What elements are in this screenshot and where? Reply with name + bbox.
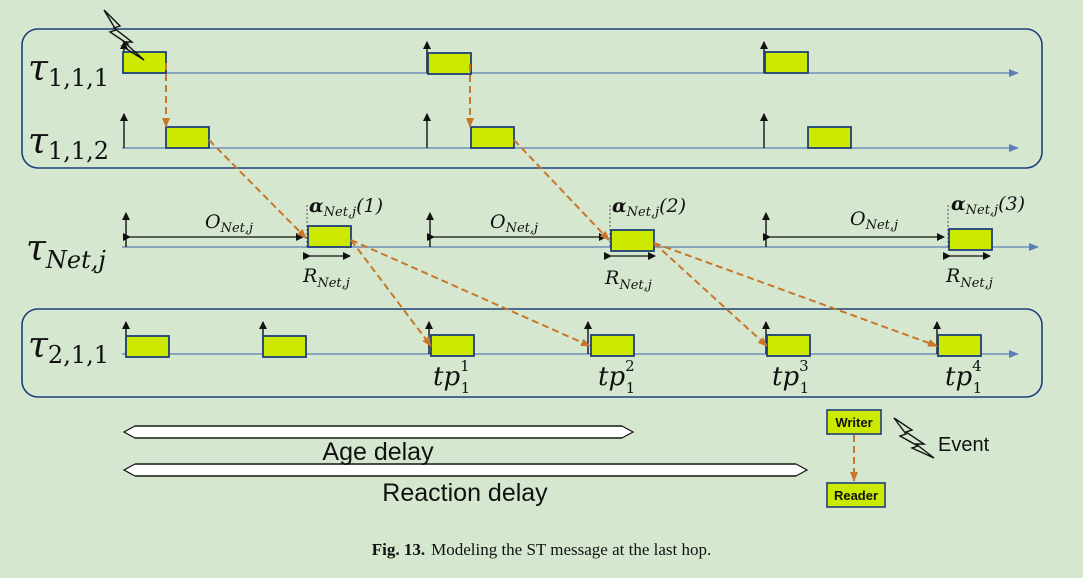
response-label: RNet,j xyxy=(302,265,350,291)
reaction-delay-arrow xyxy=(122,463,809,477)
job-box xyxy=(470,126,515,149)
job-box xyxy=(610,229,655,252)
offset-label: ONet,j xyxy=(205,211,253,236)
time-point-label: tp2 1 xyxy=(598,357,635,397)
job-box xyxy=(430,334,475,357)
legend-event-label: Event xyxy=(938,434,990,456)
lightning-icon xyxy=(103,9,145,61)
task-group-2-container xyxy=(21,308,1043,398)
job-box xyxy=(427,52,472,75)
job-box xyxy=(122,51,167,74)
task-group-1-container xyxy=(21,28,1043,169)
figure-caption: Fig. 13. Modeling the ST message at the l… xyxy=(0,540,1083,560)
dependency-arrow xyxy=(350,239,432,347)
task-label-tau-net: τNet,j xyxy=(26,228,106,274)
legend-writer-box xyxy=(826,409,882,435)
figure-number: Fig. 13. xyxy=(371,540,426,559)
age-delay-label: Age delay xyxy=(322,438,434,466)
job-box xyxy=(262,335,307,358)
reaction-delay-label: Reaction delay xyxy=(382,479,548,507)
alpha-label: αNet,j(1) xyxy=(309,195,383,220)
legend-writer-label: Writer xyxy=(835,415,872,430)
offset-label: ONet,j xyxy=(490,211,538,236)
release-arrows xyxy=(120,41,941,354)
event-lightning-icon xyxy=(893,417,935,459)
task-label-tau-112: τ1,1,2 xyxy=(28,121,109,165)
dependency-arrow xyxy=(653,242,938,347)
dependency-arrow xyxy=(513,139,610,241)
dependency-arrow xyxy=(350,239,591,347)
task-label-tau-211: τ2,1,1 xyxy=(28,325,109,369)
dependency-arrow xyxy=(653,242,768,347)
alpha-label: αNet,j(3) xyxy=(951,193,1025,218)
figure-caption-text: Modeling the ST message at the last hop. xyxy=(431,540,712,559)
job-box xyxy=(125,335,170,358)
offset-label: ONet,j xyxy=(850,208,898,233)
dependency-arrows xyxy=(162,63,938,347)
task-label-tau-111: τ1,1,1 xyxy=(28,48,109,92)
response-label: RNet,j xyxy=(604,267,652,293)
legend-reader-label: Reader xyxy=(834,488,878,503)
job-box xyxy=(948,228,993,251)
alpha-markers xyxy=(306,205,949,247)
job-box xyxy=(165,126,210,149)
job-box xyxy=(764,51,809,74)
job-box xyxy=(937,334,982,357)
time-point-label: tp1 1 xyxy=(433,357,470,397)
age-delay-arrow xyxy=(122,425,635,439)
job-boxes xyxy=(122,51,993,358)
job-box xyxy=(807,126,852,149)
alpha-label: αNet,j(2) xyxy=(612,195,686,220)
legend-reader-box xyxy=(826,482,886,508)
dependency-arrow xyxy=(208,139,307,239)
job-box xyxy=(590,334,635,357)
time-point-label: tp3 1 xyxy=(772,357,809,397)
response-label: RNet,j xyxy=(945,265,993,291)
job-box xyxy=(307,225,352,248)
job-box xyxy=(766,334,811,357)
time-point-labels: tp1 1 tp2 1 tp3 1 tp4 1 xyxy=(433,357,982,397)
time-point-label: tp4 1 xyxy=(945,357,982,397)
